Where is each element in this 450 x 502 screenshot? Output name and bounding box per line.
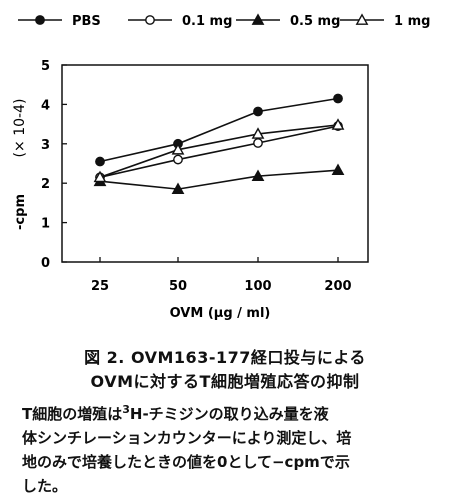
x-tick-label: 100 bbox=[244, 279, 271, 294]
x-tick-label: 200 bbox=[324, 279, 351, 294]
series-line bbox=[99, 125, 339, 179]
legend-item: 1 mg bbox=[340, 13, 430, 29]
data-point bbox=[93, 170, 107, 183]
superscript-3: 3 bbox=[122, 403, 130, 416]
legend-item: 0.5 mg bbox=[236, 13, 340, 29]
data-point bbox=[171, 182, 185, 194]
legend-marker bbox=[35, 15, 45, 25]
data-point bbox=[251, 169, 265, 181]
legend: PBS 0.1 mg 0.5 mg 1 mg bbox=[18, 13, 430, 29]
legend-marker bbox=[251, 13, 265, 25]
data-point bbox=[95, 156, 105, 167]
series-1-mg bbox=[93, 118, 345, 183]
y-tick-label: 2 bbox=[41, 177, 50, 192]
series-line bbox=[99, 169, 339, 190]
y-tick-label: 3 bbox=[41, 138, 50, 153]
x-axis-label: OVM (μg / ml) bbox=[170, 306, 271, 321]
y-tick-label: 4 bbox=[41, 98, 50, 113]
legend-label: 0.1 mg bbox=[182, 14, 232, 29]
legend-label: 1 mg bbox=[394, 14, 430, 29]
series-line bbox=[99, 124, 339, 179]
y-tick-label: 5 bbox=[41, 59, 50, 74]
axes: 0 1 2 3 4 5 25 50 100 200 bbox=[41, 59, 369, 294]
legend-marker bbox=[145, 15, 155, 25]
series-pbs bbox=[95, 93, 343, 167]
description-line-1-post: H-チミジンの取り込み量を液 bbox=[129, 405, 329, 423]
y-axis-label: -cpm bbox=[13, 194, 28, 230]
legend-item: PBS bbox=[18, 14, 101, 29]
x-tick-label: 50 bbox=[169, 279, 187, 294]
description-line-2: 体シンチレーションカウンターにより測定し、培 bbox=[22, 429, 352, 447]
description-text: T細胞の増殖は3H-チミジンの取り込み量を液 体シンチレーションカウンターにより… bbox=[22, 402, 440, 498]
series-layer bbox=[93, 93, 345, 194]
y-tick-label: 1 bbox=[41, 217, 50, 232]
data-point bbox=[331, 163, 345, 176]
y-axis-unit: (× 10-4) bbox=[12, 99, 28, 158]
data-point bbox=[171, 143, 185, 155]
data-point bbox=[253, 138, 263, 148]
figure-caption-line-2: OVMに対するT細胞増殖応答の抑制 bbox=[90, 372, 360, 391]
data-point bbox=[251, 127, 265, 139]
figure-caption-line-1: 図 2. OVM163-177経口投与による bbox=[84, 348, 366, 367]
legend-label: 0.5 mg bbox=[290, 14, 340, 29]
data-point bbox=[331, 118, 345, 130]
chart: PBS 0.1 mg 0.5 mg 1 mg 0 1 2 3 4 5 25 50 100 200 -cp… bbox=[12, 13, 430, 321]
description-line-1-pre: T細胞の増殖は bbox=[22, 405, 123, 423]
description-line-1: T細胞の増殖は3H-チミジンの取り込み量を液 bbox=[22, 402, 440, 426]
legend-item: 0.1 mg bbox=[128, 14, 232, 29]
y-tick-label: 0 bbox=[41, 256, 50, 271]
legend-label: PBS bbox=[72, 14, 101, 29]
legend-marker bbox=[355, 13, 369, 25]
data-point bbox=[253, 106, 263, 117]
series-line bbox=[99, 97, 339, 163]
x-tick-label: 25 bbox=[91, 279, 109, 294]
data-point bbox=[333, 93, 343, 104]
description-line-4: した。 bbox=[22, 477, 68, 495]
plot-frame bbox=[61, 64, 369, 263]
description-line-3: 地のみで培養したときの値を0として−cpmで示 bbox=[22, 453, 350, 471]
series-0.5-mg bbox=[93, 163, 345, 194]
data-point bbox=[173, 154, 183, 165]
